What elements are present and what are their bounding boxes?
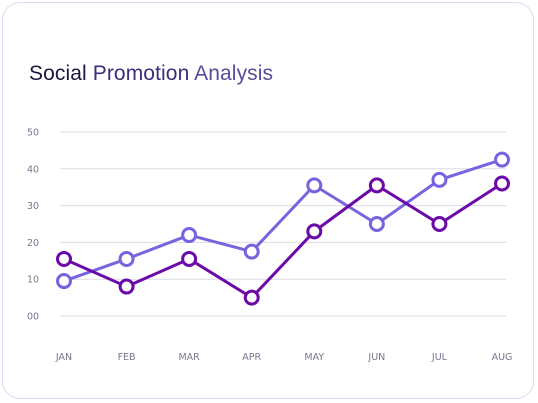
- chart-title: Social Promotion Analysis: [29, 62, 273, 86]
- x-axis-ticks: JAN FEB MAR APR MAY JUN JUL AUG: [55, 352, 513, 363]
- data-point: [494, 151, 510, 168]
- data-point: [306, 223, 323, 240]
- y-tick-label: 10: [27, 275, 39, 286]
- x-tick-label: JUL: [431, 352, 448, 363]
- data-point: [368, 216, 385, 232]
- y-tick-label: 30: [27, 201, 39, 212]
- series-line: [62, 158, 504, 283]
- chart-title-word-2: Promotion: [92, 62, 190, 85]
- y-axis-ticks: 00 10 20 30 40 50: [27, 128, 39, 323]
- y-tick-label: 00: [27, 312, 39, 323]
- series-lines: [62, 158, 504, 300]
- x-tick-label: MAR: [178, 352, 200, 363]
- x-tick-label: MAY: [304, 352, 324, 363]
- y-tick-label: 40: [27, 164, 39, 175]
- data-point: [431, 216, 448, 232]
- data-point: [181, 227, 198, 244]
- series-points: [56, 151, 510, 306]
- x-tick-label: JUN: [367, 352, 385, 363]
- x-tick-label: FEB: [118, 352, 136, 363]
- x-tick-label: JAN: [55, 352, 72, 363]
- data-point: [56, 273, 72, 290]
- gridlines: [60, 131, 506, 317]
- data-point: [118, 278, 135, 295]
- data-point: [243, 243, 260, 260]
- y-tick-label: 50: [27, 128, 39, 139]
- data-point: [56, 250, 72, 267]
- data-point: [494, 175, 510, 192]
- data-point: [243, 289, 260, 306]
- chart-card: Social Promotion Analysis: [2, 2, 534, 399]
- data-point: [118, 250, 135, 267]
- y-tick-label: 20: [27, 238, 39, 249]
- chart-title-word-3: Analysis: [194, 62, 274, 85]
- x-tick-label: APR: [242, 352, 261, 363]
- series-line: [62, 182, 504, 300]
- data-point: [181, 250, 198, 267]
- chart-title-word-1: Social: [29, 62, 87, 85]
- data-point: [306, 177, 323, 194]
- data-point: [431, 171, 448, 188]
- x-tick-label: AUG: [492, 352, 513, 363]
- data-point: [368, 177, 385, 194]
